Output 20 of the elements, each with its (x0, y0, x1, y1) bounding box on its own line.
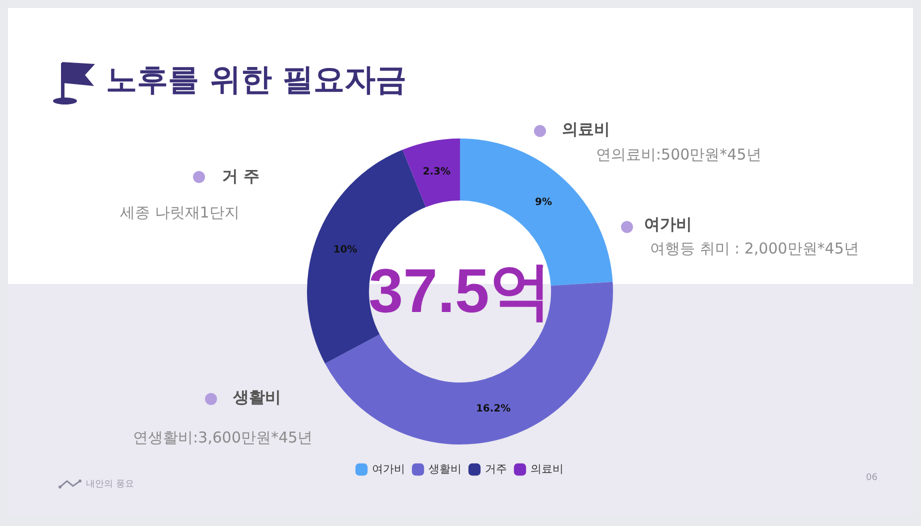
legend-label: 여가비 (372, 462, 405, 476)
legend-label: 생활비 (428, 462, 462, 476)
data-label: 9% (535, 197, 552, 208)
chart-title: 노후를 위한 필요자금 (106, 61, 407, 100)
text: 세종 나릿재1단지 (120, 204, 240, 222)
text: 06 (866, 473, 878, 483)
text: 내안의 풍요 (86, 478, 134, 490)
text: 생활비 (233, 388, 281, 408)
legend-label: 의료비 (530, 462, 564, 476)
text: 여행등 취미 : 2,000만원*45년 (650, 240, 859, 258)
legend-label: 거주 (485, 462, 507, 476)
text: 연의료비:500만원*45년 (596, 146, 762, 164)
data-label: 10% (333, 244, 358, 256)
text: 여가비 (644, 214, 692, 236)
text: 거 주 (222, 166, 260, 188)
data-label: 16.2% (476, 403, 511, 414)
text: 의료비 (562, 120, 610, 140)
text: 37.5억 (368, 256, 552, 328)
text: 연생활비:3,600만원*45년 (133, 428, 313, 448)
data-label: 2.3% (422, 166, 450, 178)
